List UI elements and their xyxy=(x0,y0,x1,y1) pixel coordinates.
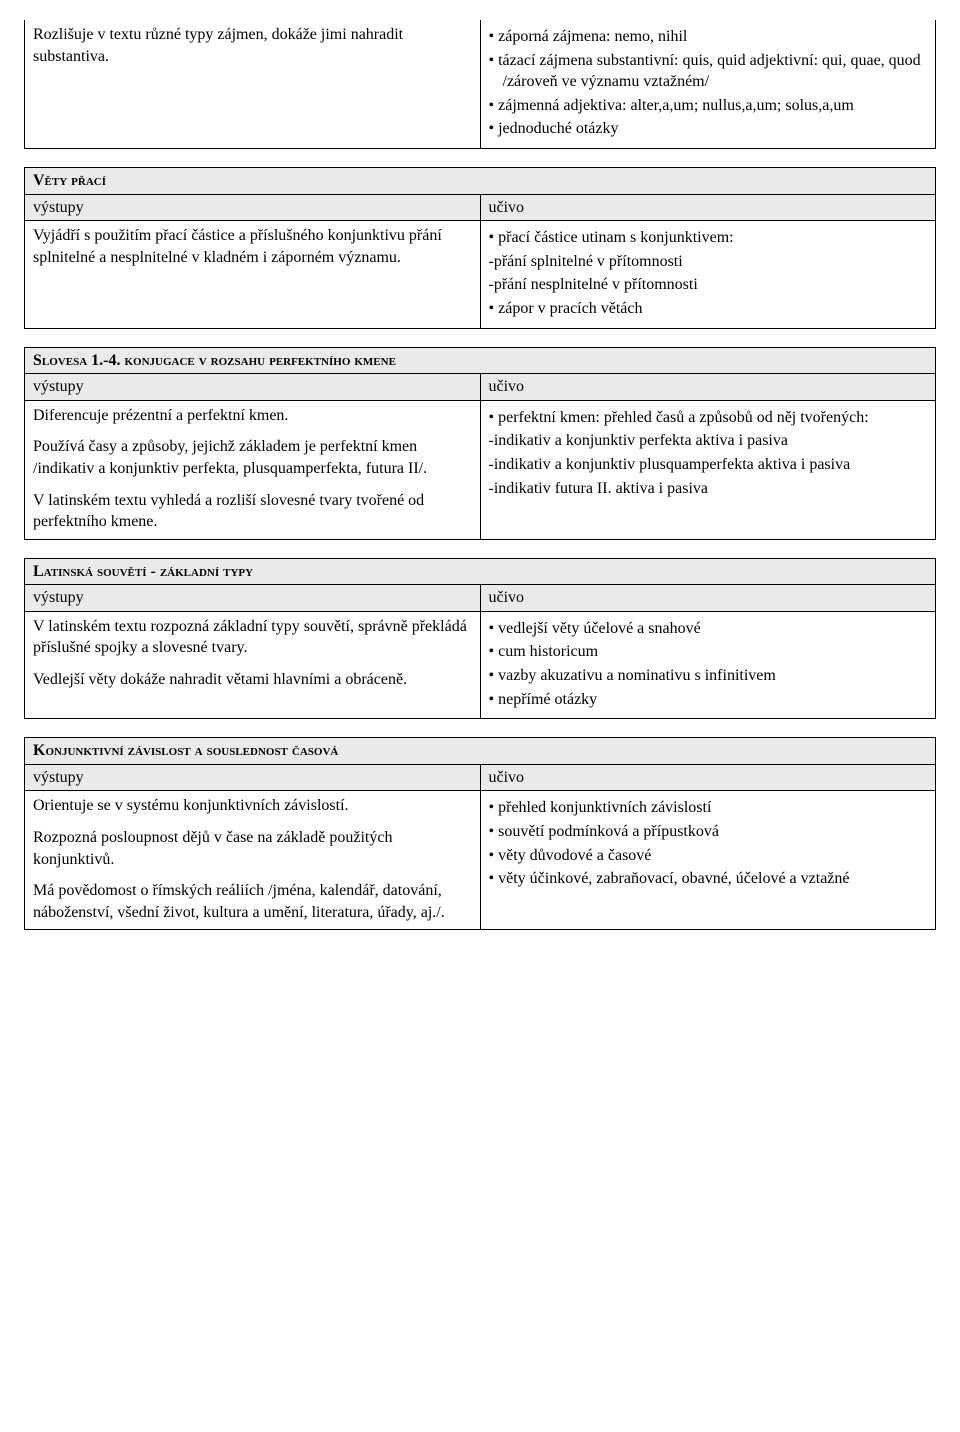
vystupy-text: Rozpozná posloupnost dějů v čase na zákl… xyxy=(33,827,472,870)
list-item: věty účinkové, zabraňovací, obavné, účel… xyxy=(489,868,928,890)
section-table: výstupy učivo Diferencuje prézentní a pe… xyxy=(24,373,936,540)
ucivo-cell: vedlejší věty účelové a snahové cum hist… xyxy=(480,611,936,718)
vystupy-text: V latinském textu vyhledá a rozliší slov… xyxy=(33,490,472,533)
ucivo-cell: přehled konjunktivních závislostí souvět… xyxy=(480,791,936,930)
col-header-ucivo: učivo xyxy=(480,374,936,401)
table-header-row: výstupy učivo xyxy=(25,585,936,612)
vystupy-cell: V latinském textu rozpozná základní typy… xyxy=(25,611,481,718)
list-subitem: -indikativ futura II. aktiva i pasiva xyxy=(489,478,928,500)
col-header-ucivo: učivo xyxy=(480,585,936,612)
ucivo-list: přehled konjunktivních závislostí souvět… xyxy=(489,797,928,889)
col-header-vystupy: výstupy xyxy=(25,374,481,401)
vystupy-cell: Diferencuje prézentní a perfektní kmen. … xyxy=(25,400,481,539)
table-row: Diferencuje prézentní a perfektní kmen. … xyxy=(25,400,936,539)
vystupy-text: Vedlejší věty dokáže nahradit větami hla… xyxy=(33,669,472,691)
list-item: záporná zájmena: nemo, nihil xyxy=(489,26,928,48)
list-item: vedlejší věty účelové a snahové xyxy=(489,618,928,640)
ucivo-cell: přací částice utinam s konjunktivem: -př… xyxy=(480,221,936,328)
list-item: nepřímé otázky xyxy=(489,689,928,711)
section-table: výstupy učivo Orientuje se v systému kon… xyxy=(24,764,936,931)
list-item: jednoduché otázky xyxy=(489,118,928,140)
list-item: zápor v pracích větách xyxy=(489,298,928,320)
section-table: výstupy učivo V latinském textu rozpozná… xyxy=(24,584,936,719)
table-header-row: výstupy učivo xyxy=(25,764,936,791)
section-title: Slovesa 1.-4. konjugace v rozsahu perfek… xyxy=(24,347,936,374)
vystupy-text: Má povědomost o římských reáliích /jména… xyxy=(33,880,472,923)
col-header-vystupy: výstupy xyxy=(25,585,481,612)
vystupy-text: Diferencuje prézentní a perfektní kmen. xyxy=(33,405,472,427)
list-subitem: -přání nesplnitelné v přítomnosti xyxy=(489,274,928,296)
top-left-cell: Rozlišuje v textu různé typy zájmen, dok… xyxy=(25,20,481,148)
vystupy-text: Vyjádří s použitím přací částice a přísl… xyxy=(33,225,472,268)
section-title: Konjunktivní závislost a souslednost čas… xyxy=(24,737,936,764)
list-item: zájmenná adjektiva: alter,a,um; nullus,a… xyxy=(489,95,928,117)
vystupy-text: V latinském textu rozpozná základní typy… xyxy=(33,616,472,659)
col-header-vystupy: výstupy xyxy=(25,194,481,221)
ucivo-list: zápor v pracích větách xyxy=(489,298,928,320)
list-item: perfektní kmen: přehled časů a způsobů o… xyxy=(489,407,928,429)
table-row: V latinském textu rozpozná základní typy… xyxy=(25,611,936,718)
list-subitem: -přání splnitelné v přítomnosti xyxy=(489,251,928,273)
ucivo-list: vedlejší věty účelové a snahové cum hist… xyxy=(489,618,928,710)
list-subitem: -indikativ a konjunktiv plusquamperfekta… xyxy=(489,454,928,476)
list-item: věty důvodové a časové xyxy=(489,845,928,867)
top-fragment-table: Rozlišuje v textu různé typy zájmen, dok… xyxy=(24,20,936,149)
list-item: tázací zájmena substantivní: quis, quid … xyxy=(489,50,928,93)
top-right-cell: záporná zájmena: nemo, nihil tázací zájm… xyxy=(480,20,936,148)
table-header-row: výstupy učivo xyxy=(25,374,936,401)
ucivo-list: přací částice utinam s konjunktivem: xyxy=(489,227,928,249)
table-header-row: výstupy učivo xyxy=(25,194,936,221)
ucivo-cell: perfektní kmen: přehled časů a způsobů o… xyxy=(480,400,936,539)
section-table: výstupy učivo Vyjádří s použitím přací č… xyxy=(24,194,936,329)
list-subitem: -indikativ a konjunktiv perfekta aktiva … xyxy=(489,430,928,452)
table-row: Orientuje se v systému konjunktivních zá… xyxy=(25,791,936,930)
top-right-list: záporná zájmena: nemo, nihil tázací zájm… xyxy=(489,26,928,140)
col-header-ucivo: učivo xyxy=(480,194,936,221)
table-row: Vyjádří s použitím přací částice a přísl… xyxy=(25,221,936,328)
section-title: Věty přací xyxy=(24,167,936,194)
col-header-vystupy: výstupy xyxy=(25,764,481,791)
vystupy-cell: Vyjádří s použitím přací částice a přísl… xyxy=(25,221,481,328)
col-header-ucivo: učivo xyxy=(480,764,936,791)
list-item: souvětí podmínková a přípustková xyxy=(489,821,928,843)
top-left-text: Rozlišuje v textu různé typy zájmen, dok… xyxy=(33,24,472,67)
list-item: vazby akuzativu a nominativu s infinitiv… xyxy=(489,665,928,687)
section-title: Latinská souvětí - základní typy xyxy=(24,558,936,585)
ucivo-list: perfektní kmen: přehled časů a způsobů o… xyxy=(489,407,928,429)
vystupy-text: Používá časy a způsoby, jejichž základem… xyxy=(33,436,472,479)
list-item: přací částice utinam s konjunktivem: xyxy=(489,227,928,249)
vystupy-cell: Orientuje se v systému konjunktivních zá… xyxy=(25,791,481,930)
list-item: přehled konjunktivních závislostí xyxy=(489,797,928,819)
list-item: cum historicum xyxy=(489,641,928,663)
vystupy-text: Orientuje se v systému konjunktivních zá… xyxy=(33,795,472,817)
